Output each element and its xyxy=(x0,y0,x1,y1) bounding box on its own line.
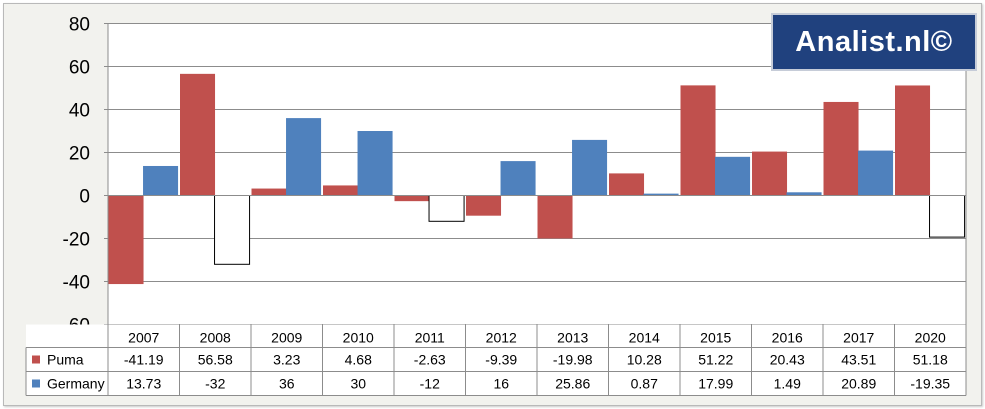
bar-germany-2010 xyxy=(357,131,393,196)
category-label: 2016 xyxy=(772,330,803,346)
category-label: 2012 xyxy=(486,330,517,346)
bar-puma-2009 xyxy=(251,188,287,196)
data-label: 56.58 xyxy=(198,352,233,368)
category-label: 2014 xyxy=(629,330,660,346)
y-tick-label: -40 xyxy=(63,273,90,294)
data-label: -32 xyxy=(205,376,225,392)
y-tick-label: 80 xyxy=(69,15,90,36)
bar-germany-2011 xyxy=(428,195,465,222)
data-label: 1.49 xyxy=(774,376,801,392)
category-label: 2011 xyxy=(415,330,445,346)
bar-puma-2013 xyxy=(537,195,573,239)
data-label: 30 xyxy=(350,376,366,392)
data-label: 13.73 xyxy=(126,376,161,392)
y-tick-label: 20 xyxy=(69,144,90,165)
category-label: 2015 xyxy=(700,330,731,346)
y-tick-label: 60 xyxy=(69,58,90,79)
data-label: -41.19 xyxy=(124,352,164,368)
data-label: -19.98 xyxy=(553,352,593,368)
category-label: 2013 xyxy=(557,330,588,346)
bar-puma-2007 xyxy=(108,195,144,285)
data-label: -9.39 xyxy=(485,352,517,368)
bar-germany-2016 xyxy=(786,192,822,196)
data-label: 20.89 xyxy=(841,376,876,392)
legend-key-germany xyxy=(32,379,40,388)
data-label: 51.22 xyxy=(698,352,733,368)
bar-germany-2012 xyxy=(500,161,536,196)
bar-germany-2020 xyxy=(929,195,966,238)
category-label: 2009 xyxy=(271,330,302,346)
data-label: 43.51 xyxy=(841,352,876,368)
data-label: 16 xyxy=(493,376,509,392)
bar-puma-2015 xyxy=(680,85,716,196)
legend-key-puma xyxy=(32,355,40,364)
analist-logo: Analist.nl© xyxy=(771,13,977,71)
chart-frame: 806040200-20-40-602007200820092010201120… xyxy=(3,3,982,406)
legend-label-puma: Puma xyxy=(47,352,84,368)
bar-germany-2014 xyxy=(643,193,679,196)
data-label: -19.35 xyxy=(910,376,950,392)
bar-puma-2012 xyxy=(466,195,502,216)
data-label: 36 xyxy=(279,376,295,392)
y-tick-label: 0 xyxy=(79,187,90,208)
bar-puma-2020 xyxy=(895,85,931,196)
bar-germany-2009 xyxy=(286,118,322,196)
legend-label-germany: Germany xyxy=(47,376,105,392)
bar-germany-2017 xyxy=(858,150,894,196)
bar-germany-2013 xyxy=(572,139,608,196)
bar-puma-2011 xyxy=(394,195,430,202)
y-tick-label: -20 xyxy=(63,230,90,251)
data-label: 20.43 xyxy=(770,352,805,368)
data-label: -12 xyxy=(420,376,440,392)
data-label: 51.18 xyxy=(913,352,948,368)
category-label: 2008 xyxy=(200,330,231,346)
bar-puma-2008 xyxy=(180,73,216,196)
data-label: 0.87 xyxy=(631,376,658,392)
bar-puma-2010 xyxy=(323,185,359,196)
data-label: 4.68 xyxy=(345,352,372,368)
category-label: 2007 xyxy=(128,330,159,346)
bar-germany-2015 xyxy=(715,156,751,196)
bar-puma-2014 xyxy=(609,173,645,196)
category-label: 2017 xyxy=(843,330,874,346)
category-label: 2020 xyxy=(915,330,946,346)
bar-chart: 806040200-20-40-602007200820092010201120… xyxy=(25,15,967,396)
data-label: 25.86 xyxy=(555,376,590,392)
data-label: -2.63 xyxy=(414,352,446,368)
data-label: 3.23 xyxy=(273,352,300,368)
bar-germany-2008 xyxy=(214,195,251,265)
bar-puma-2016 xyxy=(752,151,788,196)
data-label: 17.99 xyxy=(698,376,733,392)
category-label: 2010 xyxy=(343,330,374,346)
bar-germany-2007 xyxy=(143,165,179,196)
logo-text: Analist.nl© xyxy=(795,26,953,58)
y-tick-label: 40 xyxy=(69,101,90,122)
plot-area xyxy=(107,23,967,325)
data-label: 10.28 xyxy=(627,352,662,368)
bar-puma-2017 xyxy=(823,101,859,196)
